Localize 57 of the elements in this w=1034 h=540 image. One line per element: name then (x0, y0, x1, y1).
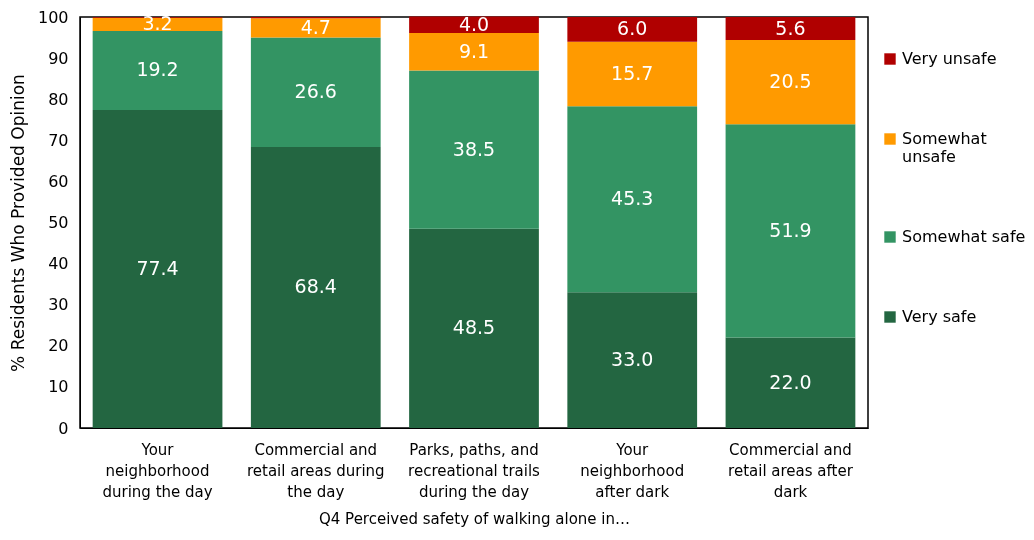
x-tick-label: Commercial and retail areas during the day (246, 440, 385, 501)
y-tick-label: 0 (58, 418, 69, 438)
y-tick-label: 10 (48, 377, 69, 397)
data-label: 4.0 (458, 12, 490, 35)
y-tick-label: 20 (48, 336, 69, 356)
bar (725, 40, 856, 125)
bar (567, 106, 698, 293)
legend-label: Very unsafe (902, 49, 997, 68)
bar (409, 70, 539, 229)
y-tick-label: 70 (48, 130, 69, 150)
y-axis-title: % Residents Who Provided Opinion (7, 74, 28, 372)
bar (725, 124, 856, 338)
bar (567, 17, 698, 42)
data-label: 9.1 (458, 39, 490, 62)
data-label: 6.0 (617, 17, 648, 40)
bar (567, 292, 698, 428)
bar (250, 146, 381, 428)
y-tick-label: 100 (37, 7, 69, 27)
bar (92, 109, 223, 428)
y-tick-label: 60 (48, 171, 69, 191)
y-tick-label: 50 (48, 213, 69, 232)
data-label: 20.5 (769, 70, 812, 93)
data-label: 48.5 (452, 316, 496, 339)
x-axis-title: Q4 Perceived safety of walking alone in… (319, 509, 630, 528)
data-label: 3.2 (142, 12, 173, 35)
data-label: 4.7 (300, 15, 331, 38)
bar (250, 37, 381, 147)
data-label: 15.7 (611, 61, 654, 84)
legend-label: Somewhat safe (902, 227, 1026, 246)
y-tick-label: 40 (48, 254, 69, 274)
bar (725, 337, 856, 428)
y-tick-label: 30 (48, 295, 69, 315)
data-label: 51.9 (769, 218, 812, 241)
data-label: 22.0 (769, 370, 812, 393)
bar (92, 30, 223, 110)
data-label: 19.2 (136, 58, 179, 81)
x-tick-label: Your neighborhood during the day (102, 440, 213, 501)
data-label: 45.3 (611, 187, 654, 210)
legend-label: Very safe (902, 307, 977, 326)
bar (409, 33, 539, 71)
bar (92, 17, 223, 31)
bar (725, 17, 856, 41)
legend-label: Somewhat unsafe (902, 129, 987, 166)
y-tick-label: 80 (48, 89, 69, 109)
data-label: 77.4 (136, 256, 179, 279)
x-tick-label: Commercial and retail areas after dark (728, 440, 854, 501)
x-tick-label: Parks, paths, and recreational trails during the day (408, 440, 541, 501)
x-tick-label: Your neighborhood after dark (580, 440, 685, 501)
y-tick-label: 90 (48, 48, 69, 68)
bar (567, 41, 698, 107)
data-label: 5.6 (775, 16, 806, 39)
data-label: 33.0 (611, 348, 654, 371)
data-label: 26.6 (294, 80, 337, 103)
bar (250, 18, 381, 38)
data-label: 68.4 (294, 275, 337, 298)
data-label: 38.5 (452, 137, 496, 160)
bar (409, 228, 539, 428)
